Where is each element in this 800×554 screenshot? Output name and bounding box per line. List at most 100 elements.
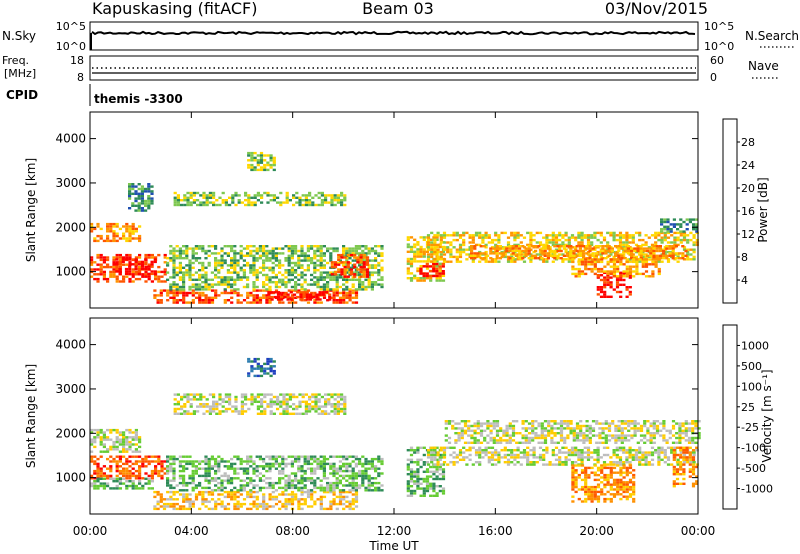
velocity-cell bbox=[150, 472, 154, 475]
power-cell bbox=[286, 293, 290, 296]
power-cell bbox=[406, 238, 410, 241]
velocity-cell bbox=[242, 467, 246, 470]
power-cell bbox=[128, 183, 132, 186]
power-cell bbox=[353, 263, 357, 266]
power-cell bbox=[336, 201, 340, 204]
power-cell bbox=[362, 256, 366, 259]
velocity-cell bbox=[308, 405, 312, 408]
velocity-cell bbox=[262, 498, 266, 501]
power-cell bbox=[112, 275, 116, 278]
power-cell bbox=[587, 267, 591, 271]
power-cell bbox=[188, 291, 192, 295]
power-cell bbox=[548, 241, 552, 244]
velocity-cell bbox=[374, 486, 378, 490]
power-cell bbox=[169, 252, 173, 255]
velocity-cell bbox=[308, 398, 312, 401]
power-cell bbox=[186, 199, 190, 202]
power-cell bbox=[586, 243, 591, 247]
power-cell bbox=[479, 257, 483, 260]
velocity-cell bbox=[122, 474, 126, 478]
velocity-cell bbox=[266, 362, 270, 366]
power-cell bbox=[380, 247, 384, 250]
power-cell bbox=[436, 248, 440, 251]
power-ytick-label: 4000 bbox=[55, 132, 86, 146]
velocity-cell bbox=[266, 403, 270, 406]
power-cell bbox=[106, 227, 110, 231]
velocity-cell bbox=[90, 457, 94, 461]
power-cell bbox=[287, 264, 291, 267]
velocity-cell bbox=[612, 461, 616, 464]
power-cell bbox=[364, 278, 368, 281]
velocity-cell bbox=[207, 465, 211, 468]
power-cell bbox=[140, 187, 144, 191]
velocity-cell bbox=[333, 412, 337, 415]
power-cell bbox=[367, 283, 371, 286]
power-cell bbox=[422, 238, 426, 241]
velocity-cell bbox=[435, 470, 439, 473]
power-cell bbox=[367, 259, 371, 262]
power-cell bbox=[638, 231, 642, 235]
velocity-cell bbox=[313, 469, 317, 473]
power-cell bbox=[435, 279, 439, 282]
velocity-cell bbox=[577, 458, 581, 461]
power-cell bbox=[626, 245, 630, 248]
power-cell bbox=[304, 199, 308, 202]
velocity-cell bbox=[215, 400, 219, 403]
velocity-cell bbox=[548, 461, 552, 464]
power-cell bbox=[596, 267, 601, 271]
velocity-cell bbox=[265, 505, 269, 508]
power-cell bbox=[511, 247, 515, 250]
velocity-cell bbox=[90, 443, 94, 446]
velocity-cell bbox=[278, 462, 282, 466]
velocity-cell bbox=[425, 461, 430, 464]
power-cell bbox=[223, 291, 227, 295]
power-cell bbox=[199, 201, 203, 204]
power-cell bbox=[351, 285, 355, 289]
power-cell bbox=[276, 293, 281, 296]
power-cell bbox=[633, 249, 637, 253]
velocity-cell bbox=[285, 405, 289, 408]
velocity-cell bbox=[319, 498, 323, 501]
power-cell bbox=[150, 199, 154, 203]
velocity-cell bbox=[196, 405, 200, 408]
power-cell bbox=[436, 255, 440, 259]
velocity-cell bbox=[115, 440, 119, 444]
power-cell bbox=[380, 269, 384, 272]
power-cell bbox=[134, 272, 138, 276]
power-cell bbox=[249, 301, 253, 304]
velocity-cell bbox=[260, 412, 264, 415]
power-cell bbox=[628, 260, 632, 263]
power-cell bbox=[328, 293, 332, 296]
power-cell bbox=[618, 243, 623, 247]
power-cell bbox=[638, 238, 642, 242]
power-cell bbox=[603, 278, 607, 282]
power-cell bbox=[218, 196, 222, 199]
velocity-cell bbox=[300, 465, 304, 468]
power-cell bbox=[628, 276, 632, 279]
power-cell bbox=[266, 161, 270, 164]
velocity-cell bbox=[182, 481, 186, 485]
velocity-cell bbox=[319, 502, 323, 506]
power-cell bbox=[172, 269, 176, 272]
power-cell bbox=[274, 289, 279, 292]
power-cell bbox=[106, 277, 110, 281]
power-cell bbox=[191, 257, 195, 260]
velocity-cell bbox=[258, 477, 262, 480]
velocity-cell bbox=[207, 462, 211, 466]
power-cell bbox=[619, 278, 623, 282]
power-cell bbox=[93, 277, 97, 281]
power-cell bbox=[516, 231, 520, 235]
power-cell bbox=[201, 288, 205, 291]
power-cell bbox=[169, 257, 173, 260]
power-cell bbox=[409, 272, 414, 275]
power-cell bbox=[198, 269, 202, 272]
velocity-cell bbox=[182, 479, 186, 482]
power-cell bbox=[562, 254, 566, 257]
velocity-cell bbox=[169, 502, 173, 506]
power-cell bbox=[561, 234, 565, 237]
velocity-cell bbox=[185, 495, 189, 499]
velocity-cell bbox=[281, 490, 285, 494]
velocity-cell bbox=[244, 393, 248, 396]
power-cell bbox=[253, 168, 257, 172]
power-cell bbox=[628, 293, 632, 296]
